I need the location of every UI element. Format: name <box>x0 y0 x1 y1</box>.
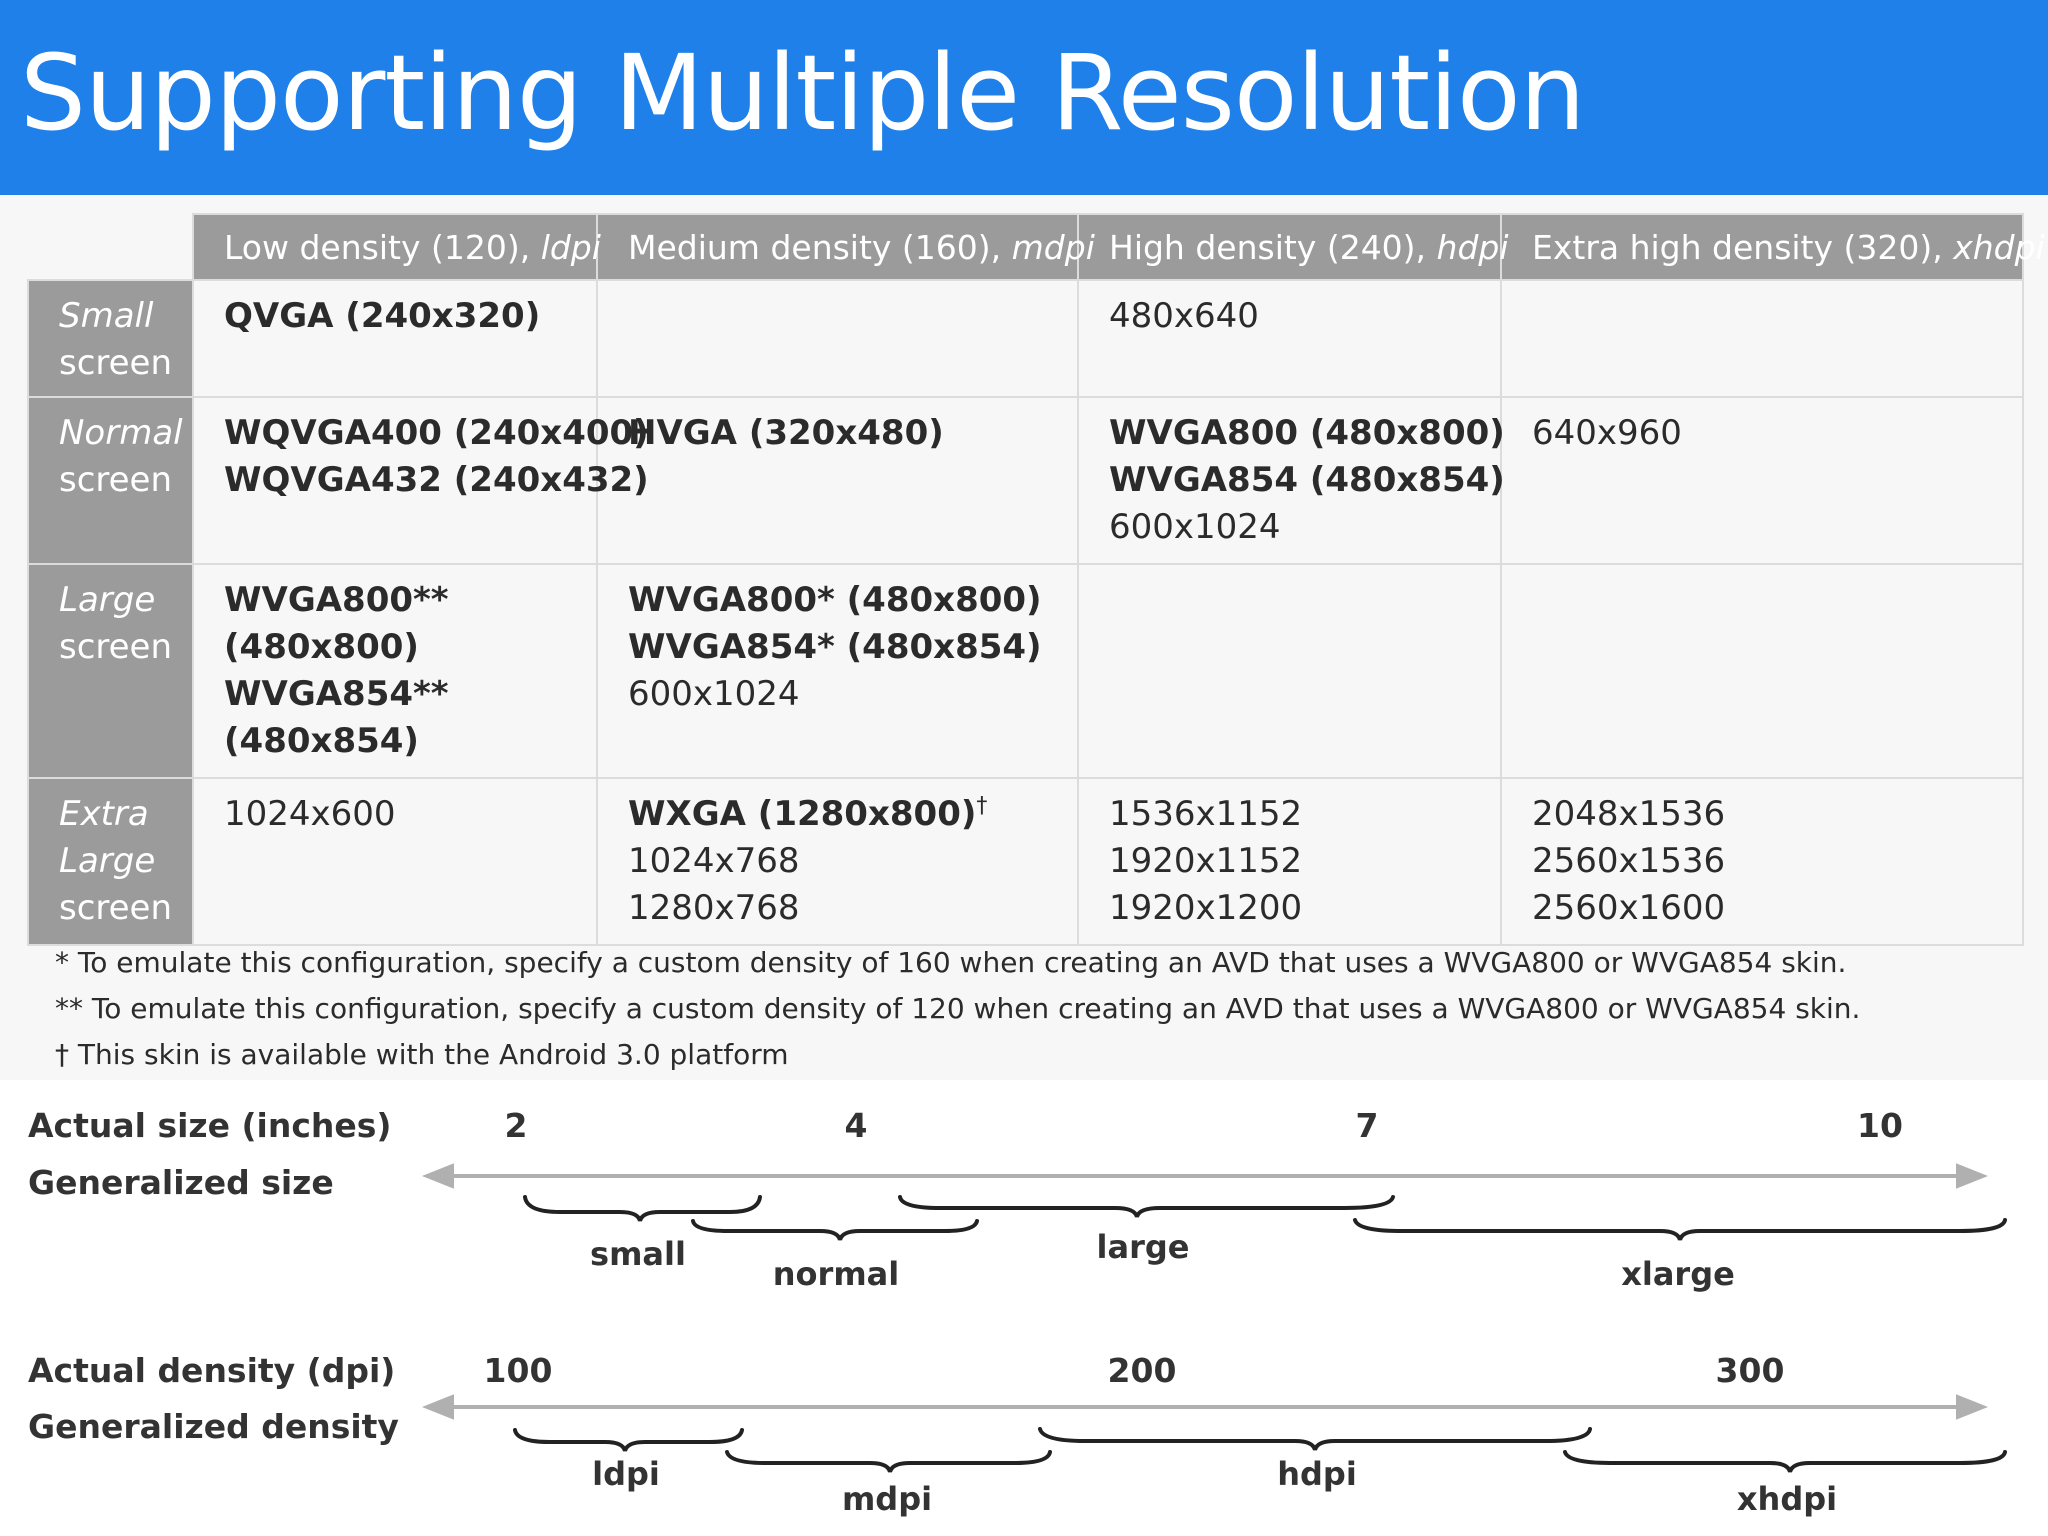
density-group-xhdpi: xhdpi <box>1737 1480 1837 1518</box>
density-tick: 200 <box>1108 1351 1177 1390</box>
table-row: Small screen QVGA (240x320) 480x640 <box>27 279 2024 398</box>
size-tick: 2 <box>505 1106 528 1145</box>
diagram-svg: Actual size (inches) Generalized size 2 … <box>28 1106 2007 1518</box>
table-cell: QVGA (240x320) <box>192 279 598 398</box>
footnote: ** To emulate this configuration, specif… <box>55 992 1861 1025</box>
table-cell <box>596 279 1079 398</box>
column-header: Medium density (160), mdpi <box>596 213 1095 281</box>
column-header: High density (240), hdpi <box>1077 213 1509 281</box>
brace-xlarge <box>1353 1218 2007 1241</box>
size-axis-label: Actual size (inches) <box>28 1106 392 1145</box>
density-group-ldpi: ldpi <box>592 1455 660 1493</box>
table-cell: WVGA800* (480x800) WVGA854* (480x854) 600x… <box>596 563 1079 779</box>
size-tick: 10 <box>1857 1106 1903 1145</box>
size-density-diagram: Actual size (inches) Generalized size 2 … <box>0 1080 2048 1536</box>
table-row: Normal screen WQVGA400 (240x400) WQVGA432 … <box>27 396 2024 565</box>
row-header: Large screen <box>27 563 194 779</box>
size-tick: 4 <box>845 1106 868 1145</box>
table-cell: 1024x600 <box>192 777 598 946</box>
table-row: Large screen WVGA800** (480x800) WVGA854**(… <box>27 563 2024 779</box>
density-braces <box>513 1427 2007 1473</box>
column-header: Extra high density (320), xhdpi <box>1500 213 2045 281</box>
density-group-hdpi: hdpi <box>1277 1455 1357 1493</box>
brace-small <box>523 1195 762 1222</box>
footnote: * To emulate this configuration, specify… <box>55 946 1847 979</box>
table-cell: HVGA (320x480) <box>596 396 1079 565</box>
density-group-label: Generalized density <box>28 1407 399 1446</box>
table-cell: WXGA (1280x800)† 1024x768 1280x768 <box>596 777 1079 946</box>
table-cell: 480x640 <box>1077 279 1502 398</box>
brace-large <box>898 1195 1395 1218</box>
table-cell: 2048x1536 2560x1536 2560x1600 <box>1500 777 2024 946</box>
size-group-normal: normal <box>773 1255 899 1293</box>
size-group-label: Generalized size <box>28 1163 334 1202</box>
footnotes: * To emulate this configuration, specify… <box>55 940 1860 1078</box>
brace-hdpi <box>1038 1427 1592 1451</box>
footnote: † This skin is available with the Androi… <box>55 1038 789 1071</box>
table-cell <box>1500 279 2024 398</box>
table-cell: WQVGA400 (240x400) WQVGA432 (240x432) <box>192 396 649 565</box>
size-group-large: large <box>1097 1228 1190 1266</box>
size-braces <box>523 1195 2007 1241</box>
brace-ldpi <box>513 1428 744 1452</box>
brace-mdpi <box>725 1450 1052 1473</box>
column-header: Low density (120), ldpi <box>192 213 601 281</box>
table-corner <box>27 213 194 281</box>
table-cell: 1536x1152 1920x1152 1920x1200 <box>1077 777 1502 946</box>
size-group-small: small <box>590 1235 686 1273</box>
density-group-mdpi: mdpi <box>842 1480 932 1518</box>
slide-title: Supporting Multiple Resolution <box>20 32 1586 154</box>
table-cell: WVGA800 (480x800) WVGA854 (480x854) 600x10… <box>1077 396 1505 565</box>
size-tick: 7 <box>1356 1106 1379 1145</box>
table-header-row: Low density (120), ldpi Medium density (… <box>27 213 2045 281</box>
table-cell: WVGA800** (480x800) WVGA854** (480x854) <box>192 563 598 779</box>
density-axis-label: Actual density (dpi) <box>28 1351 395 1390</box>
resolution-table-panel: Low density (120), ldpi Medium density (… <box>0 195 2048 1080</box>
table-row: Extra Large screen 1024x600 WXGA (1280x80… <box>27 777 2024 946</box>
resolution-table: Low density (120), ldpi Medium density (… <box>27 213 2045 946</box>
row-header: Small screen <box>27 279 194 398</box>
title-bar: Supporting Multiple Resolution <box>0 0 2048 195</box>
table-cell <box>1077 563 1502 779</box>
table-cell: 640x960 <box>1500 396 2024 565</box>
density-tick: 100 <box>484 1351 553 1390</box>
brace-xhdpi <box>1563 1450 2007 1473</box>
density-tick: 300 <box>1716 1351 1785 1390</box>
row-header: Normal screen <box>27 396 194 565</box>
brace-normal <box>691 1219 979 1241</box>
table-cell <box>1500 563 2024 779</box>
size-group-xlarge: xlarge <box>1621 1255 1735 1293</box>
row-header: Extra Large screen <box>27 777 194 946</box>
